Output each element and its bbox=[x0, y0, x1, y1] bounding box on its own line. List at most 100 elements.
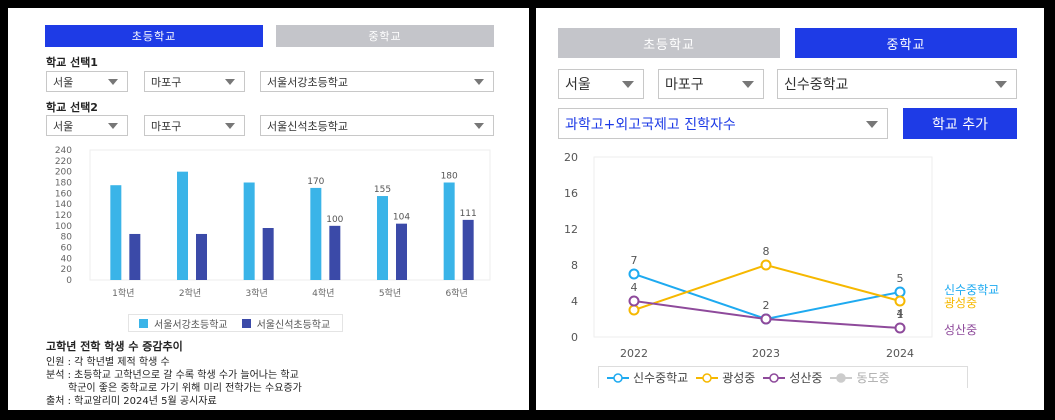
school-select2-label: 학교 선택2 bbox=[46, 101, 98, 114]
tab-elementary[interactable]: 초등학교 bbox=[45, 25, 263, 47]
select2-school-value: 서울신석초등학교 bbox=[267, 119, 348, 133]
y-tick-label: 160 bbox=[55, 189, 72, 199]
chevron-down-icon bbox=[995, 81, 1007, 88]
legend-item-gwangseong[interactable]: 광성중 bbox=[696, 369, 755, 386]
chevron-down-icon bbox=[742, 81, 754, 88]
x-tick-label: 2학년 bbox=[179, 288, 201, 299]
tab-middle[interactable]: 중학교 bbox=[276, 25, 494, 47]
district-value: 마포구 bbox=[665, 77, 704, 93]
series-point bbox=[760, 259, 772, 271]
middle-school-panel: 초등학교 중학교 서울 마포구 신수중학교 과학고+외고국제고 진학자수 학교 … bbox=[536, 8, 1044, 410]
line-chart-legend: 신수중학교 광성중 성산중 동도중 bbox=[598, 366, 968, 388]
chevron-down-icon bbox=[866, 120, 878, 128]
series-point bbox=[894, 322, 906, 334]
bar-sinseok bbox=[129, 233, 141, 280]
bar-data-label: 104 bbox=[393, 213, 410, 223]
chevron-down-icon bbox=[108, 78, 118, 85]
select2-district-dropdown[interactable]: 마포구 bbox=[144, 115, 245, 136]
series-point bbox=[894, 295, 906, 307]
legend-swatch-seogang bbox=[139, 318, 148, 328]
select2-city-dropdown[interactable]: 서울 bbox=[46, 115, 128, 136]
city-dropdown[interactable]: 서울 bbox=[558, 69, 644, 99]
point-data-label: 4 bbox=[897, 307, 904, 320]
y-tick-label: 60 bbox=[61, 244, 73, 254]
bar-plot-frame bbox=[89, 149, 491, 281]
y-tick-label: 12 bbox=[564, 223, 578, 236]
bar-seogang bbox=[443, 182, 455, 280]
line-plot-frame bbox=[593, 156, 933, 338]
legend-swatch-sinseok bbox=[241, 318, 251, 328]
legend-label-seogang: 서울서강초등학교 bbox=[154, 319, 228, 331]
select2-school-dropdown[interactable]: 서울신석초등학교 bbox=[260, 115, 494, 136]
bar-sinseok bbox=[262, 228, 274, 280]
select2-district-value: 마포구 bbox=[151, 119, 182, 133]
analysis-source: 출처 : 학교알리미 2024년 5월 공시자료 bbox=[46, 396, 217, 407]
bar-seogang bbox=[310, 187, 322, 280]
x-tick-label: 5학년 bbox=[379, 288, 401, 299]
x-tick-label: 3학년 bbox=[246, 288, 268, 299]
y-tick-label: 120 bbox=[55, 211, 72, 221]
chevron-down-icon bbox=[108, 122, 118, 129]
y-tick-label: 100 bbox=[55, 222, 72, 232]
series-point bbox=[760, 313, 772, 325]
y-tick-label: 200 bbox=[55, 168, 72, 178]
select1-district-value: 마포구 bbox=[151, 75, 182, 89]
chevron-down-icon bbox=[474, 122, 484, 129]
add-school-button[interactable]: 학교 추가 bbox=[903, 108, 1017, 139]
point-data-label: 4 bbox=[631, 281, 638, 294]
analysis-line-3: 학군이 좋은 중학교로 가기 위해 미리 전학가는 수요증가 bbox=[68, 383, 302, 394]
y-tick-label: 220 bbox=[55, 157, 72, 167]
y-tick-label: 4 bbox=[571, 295, 578, 308]
y-tick-label: 140 bbox=[55, 200, 72, 210]
point-data-label: 1 bbox=[897, 308, 904, 321]
school-value: 신수중학교 bbox=[784, 77, 849, 93]
legend-item-dongdo[interactable]: 동도중 bbox=[830, 369, 890, 386]
series-end-label: 광성중 bbox=[944, 296, 977, 310]
select1-school-dropdown[interactable]: 서울서강초등학교 bbox=[260, 71, 494, 92]
metric-value: 과학고+외고국제고 진학자수 bbox=[565, 116, 736, 133]
chevron-down-icon bbox=[474, 78, 484, 85]
select1-city-dropdown[interactable]: 서울 bbox=[46, 71, 128, 92]
district-dropdown[interactable]: 마포구 bbox=[658, 69, 764, 99]
bar-seogang bbox=[110, 185, 122, 280]
y-tick-label: 240 bbox=[55, 146, 72, 156]
y-tick-label: 0 bbox=[571, 331, 578, 344]
chevron-down-icon bbox=[225, 78, 235, 85]
bar-data-label: 155 bbox=[374, 185, 391, 195]
bar-sinseok bbox=[196, 233, 207, 280]
series-end-label: 신수중학교 bbox=[944, 283, 999, 297]
legend-item-seongsan[interactable]: 성산중 bbox=[763, 369, 822, 386]
y-tick-label: 8 bbox=[571, 259, 578, 272]
tab-elementary[interactable]: 초등학교 bbox=[558, 28, 780, 58]
series-point bbox=[628, 268, 640, 280]
bar-sinseok bbox=[396, 223, 407, 280]
analysis-title: 고학년 전학 학생 수 증감추이 bbox=[46, 340, 183, 353]
select1-city-value: 서울 bbox=[53, 75, 74, 89]
select1-district-dropdown[interactable]: 마포구 bbox=[144, 71, 245, 92]
tab-middle[interactable]: 중학교 bbox=[795, 28, 1017, 58]
elementary-panel: 초등학교 중학교 학교 선택1 서울 마포구 서울서강초등학교 학교 선택2 서… bbox=[8, 8, 529, 410]
city-value: 서울 bbox=[565, 77, 591, 93]
analysis-line-1: 인원 : 각 학년별 제적 학생 수 bbox=[46, 357, 170, 368]
school-dropdown[interactable]: 신수중학교 bbox=[777, 69, 1017, 99]
legend-marker-icon bbox=[607, 372, 629, 383]
x-tick-label: 2022 bbox=[620, 347, 648, 360]
series-end-label: 성산중 bbox=[944, 323, 977, 337]
bar-seogang bbox=[377, 196, 388, 280]
legend-item-sinsu[interactable]: 신수중학교 bbox=[607, 369, 688, 386]
metric-dropdown[interactable]: 과학고+외고국제고 진학자수 bbox=[558, 108, 888, 139]
legend-label-dongdo: 동도중 bbox=[856, 371, 890, 385]
bar-seogang bbox=[177, 171, 188, 280]
y-tick-label: 40 bbox=[61, 254, 73, 264]
point-data-label: 2 bbox=[763, 299, 770, 312]
bar-seogang bbox=[243, 182, 255, 280]
legend-marker-icon bbox=[830, 372, 853, 383]
x-tick-label: 6학년 bbox=[446, 288, 468, 299]
bar-chart-legend: 서울서강초등학교 서울신석초등학교 bbox=[128, 314, 344, 332]
bar-data-label: 170 bbox=[307, 177, 324, 187]
point-data-label: 8 bbox=[763, 245, 770, 258]
bar-data-label: 100 bbox=[326, 215, 343, 225]
chevron-down-icon bbox=[225, 122, 235, 129]
